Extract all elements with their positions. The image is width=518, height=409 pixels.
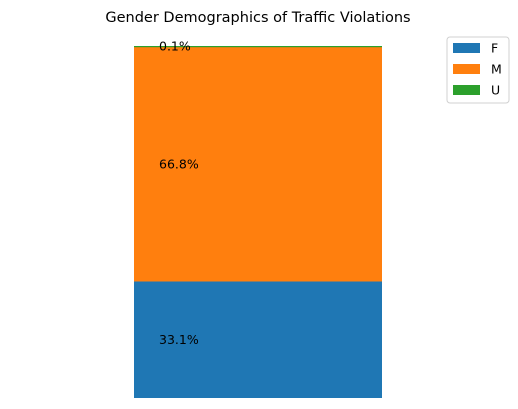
segment-label-u: 0.1% [159,39,191,54]
legend-swatch-m [453,64,480,74]
legend-label-m: M [491,62,502,77]
legend-swatch-f [453,43,480,53]
legend: FMU [446,36,510,104]
legend-items: FMU [453,41,502,98]
bar-segment-u [134,46,382,48]
chart-title: Gender Demographics of Traffic Violation… [105,10,410,26]
segment-labels-layer: 33.1% 66.8% 0.1% [159,39,199,348]
bar-segment-m [134,46,382,282]
segment-label-f: 33.1% [159,332,199,347]
segment-label-m: 66.8% [159,156,199,171]
legend-swatch-u [453,85,480,95]
legend-label-f: F [491,41,498,56]
bars-layer [134,46,382,398]
legend-label-u: U [491,83,500,98]
bar-segment-f [134,281,382,398]
